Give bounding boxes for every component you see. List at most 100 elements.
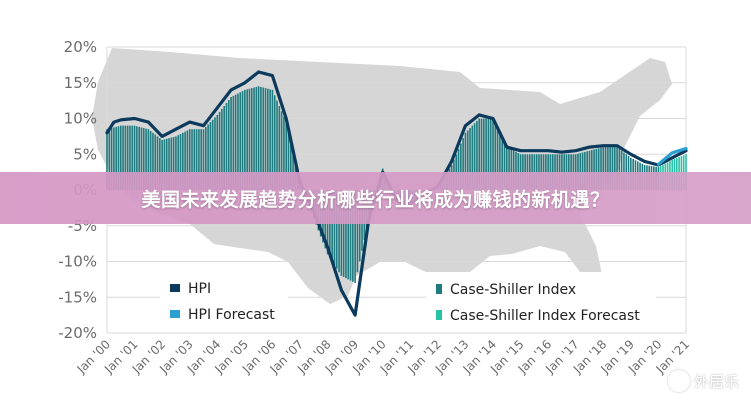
case-shiller-bar <box>269 89 271 190</box>
y-tick-label: 10% <box>64 110 97 128</box>
case-shiller-bar <box>165 138 168 190</box>
case-shiller-bar <box>191 129 193 190</box>
case-shiller-bar <box>577 153 579 190</box>
case-shiller-bar <box>159 138 161 190</box>
y-tick-label: 5% <box>73 145 97 163</box>
case-shiller-bar <box>290 142 292 190</box>
case-shiller-bar <box>469 128 471 190</box>
legend-label-hpi-forecast: HPI Forecast <box>188 307 275 323</box>
case-shiller-bar <box>113 127 115 190</box>
y-tick-label: -15% <box>58 288 97 306</box>
case-shiller-bar <box>244 89 246 190</box>
case-shiller-bar <box>586 151 589 190</box>
case-shiller-bar <box>122 125 124 190</box>
case-shiller-bar <box>478 118 481 190</box>
case-shiller-bar <box>347 190 350 280</box>
case-shiller-bar <box>168 138 170 190</box>
case-shiller-bar <box>510 149 513 190</box>
case-shiller-bar <box>499 132 501 190</box>
case-shiller-bar <box>145 128 147 190</box>
legend-swatch-hpi-forecast <box>170 310 180 318</box>
case-shiller-bar <box>193 129 196 190</box>
case-shiller-bar <box>466 130 469 190</box>
watermark: 外居乐 <box>667 370 739 392</box>
case-shiller-bar <box>211 119 214 190</box>
case-shiller-bar <box>195 129 198 190</box>
case-shiller-bar <box>188 129 191 190</box>
legend-swatch-case-shiller <box>436 284 442 294</box>
case-shiller-bar <box>517 153 520 190</box>
case-shiller-bar <box>593 149 595 190</box>
case-shiller-bar <box>246 89 248 190</box>
case-shiller-bar <box>225 103 228 190</box>
case-shiller-bar <box>248 88 251 190</box>
legend-label-case-shiller: Case-Shiller Index <box>450 282 576 298</box>
case-shiller-bar <box>257 86 260 190</box>
case-shiller-bar <box>471 125 474 190</box>
watermark-logo-icon <box>667 370 690 392</box>
case-shiller-bar <box>331 190 333 262</box>
case-shiller-bar <box>501 137 503 190</box>
case-shiller-bar <box>457 148 460 190</box>
case-shiller-bar <box>581 152 584 190</box>
case-shiller-bar <box>179 133 182 190</box>
case-shiller-bar <box>505 147 508 190</box>
case-shiller-bar <box>352 190 354 282</box>
case-shiller-bar <box>480 118 483 190</box>
case-shiller-bar <box>200 129 203 190</box>
case-shiller-bar <box>223 105 225 190</box>
title-banner: 美国未来发展趋势分析哪些行业将成为赚钱的新机遇？ <box>0 172 751 224</box>
case-shiller-bar <box>602 147 605 190</box>
case-shiller-bar <box>255 86 258 190</box>
case-shiller-bar <box>340 190 343 276</box>
hpi-forecast-line <box>656 146 688 166</box>
case-shiller-bar <box>119 125 122 190</box>
case-shiller-bar <box>175 136 177 190</box>
case-shiller-bar <box>108 128 111 190</box>
case-shiller-bar <box>253 87 255 190</box>
case-shiller-bar <box>278 105 281 190</box>
case-shiller-bar <box>618 148 621 190</box>
case-shiller-bar <box>335 190 338 269</box>
case-shiller-bar <box>503 142 506 190</box>
case-shiller-bar <box>207 124 209 190</box>
case-shiller-bar <box>476 120 478 190</box>
case-shiller-bar <box>136 126 138 190</box>
legend-swatch-case-shiller-forecast <box>436 310 442 320</box>
case-shiller-bar <box>267 88 269 190</box>
case-shiller-bar <box>271 89 274 190</box>
case-shiller-bar <box>239 92 242 190</box>
case-shiller-bar <box>182 132 184 190</box>
case-shiller-bar <box>464 132 467 190</box>
case-shiller-bar <box>124 125 127 190</box>
case-shiller-bar <box>156 136 159 190</box>
case-shiller-bar <box>494 123 497 190</box>
case-shiller-bar <box>209 122 212 190</box>
case-shiller-bar <box>508 148 510 190</box>
case-shiller-bar <box>117 126 120 190</box>
case-shiller-bar <box>170 137 173 190</box>
case-shiller-bar <box>597 148 600 190</box>
case-shiller-bar <box>588 150 591 190</box>
case-shiller-bar <box>163 139 166 190</box>
case-shiller-bar <box>607 147 609 190</box>
legend-label-hpi: HPI <box>188 281 211 297</box>
case-shiller-bar <box>356 190 359 273</box>
case-shiller-bar <box>186 130 189 190</box>
case-shiller-bar <box>227 100 230 190</box>
case-shiller-bar <box>283 116 285 190</box>
case-shiller-bar <box>354 190 356 283</box>
banner-text: 美国未来发展趋势分析哪些行业将成为赚钱的新机遇？ <box>141 188 610 211</box>
case-shiller-bar <box>600 147 602 190</box>
case-shiller-bar <box>287 132 290 190</box>
case-shiller-bar <box>489 118 492 190</box>
case-shiller-bar <box>512 150 515 190</box>
case-shiller-bar <box>609 147 611 190</box>
case-shiller-bar <box>131 125 134 190</box>
case-shiller-bar <box>515 151 517 190</box>
case-shiller-bar <box>485 118 487 190</box>
case-shiller-bar <box>216 114 219 190</box>
case-shiller-bar <box>204 126 207 190</box>
case-shiller-bar <box>620 150 623 190</box>
